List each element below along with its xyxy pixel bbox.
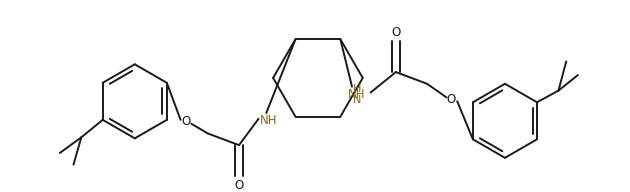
Text: O: O — [447, 93, 456, 106]
Text: H
N: H N — [353, 84, 361, 105]
Text: NH: NH — [348, 88, 365, 101]
Text: O: O — [182, 115, 191, 128]
Text: NH: NH — [260, 114, 277, 127]
Text: O: O — [391, 26, 401, 39]
Text: O: O — [234, 179, 244, 192]
